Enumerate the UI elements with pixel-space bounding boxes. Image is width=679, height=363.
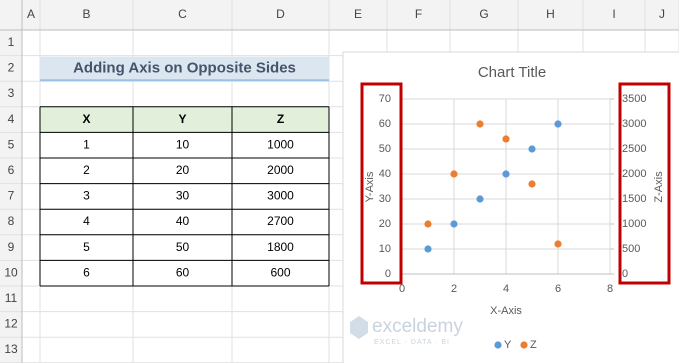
table-cell: 5: [83, 240, 90, 254]
column-header: J: [659, 7, 665, 21]
point: [450, 170, 458, 178]
chart: Chart Title X-Axis Y-Axis Z-Axis 0102030…: [342, 51, 679, 363]
point: [502, 135, 510, 143]
column-header: G: [479, 7, 488, 21]
row-header: 7: [8, 189, 15, 203]
row-header: 11: [5, 291, 18, 305]
table-cell: 1000: [267, 137, 294, 151]
row-header-bar: [0, 30, 22, 363]
x-tick-label: 8: [607, 283, 613, 295]
point: [450, 220, 458, 228]
point: [424, 245, 432, 253]
row-header: 2: [8, 61, 15, 75]
point: [554, 120, 562, 128]
row-header: 8: [8, 214, 15, 228]
table-cell: 4: [83, 214, 90, 228]
point: [528, 145, 536, 153]
x-axis-title: X-Axis: [490, 305, 522, 317]
highlight-box: [360, 82, 403, 285]
row-header: 9: [8, 240, 15, 254]
y2-tick-label: 3500: [622, 93, 646, 105]
table-cell: 20: [176, 163, 190, 177]
chart-area[interactable]: [342, 51, 679, 363]
watermark-tagline: EXCEL · DATA · BI: [374, 339, 450, 346]
y-tick-label: 10: [379, 243, 391, 255]
column-header: C: [178, 7, 187, 21]
table-cell: 1800: [267, 240, 294, 254]
y-tick-label: 50: [379, 143, 391, 155]
point: [476, 195, 484, 203]
sheet-title: Adding Axis on Opposite Sides: [73, 59, 296, 76]
y2-tick-label: 500: [622, 243, 640, 255]
table-header-cell: X: [82, 112, 90, 126]
table-cell: 2: [83, 163, 90, 177]
row-header: 6: [8, 163, 15, 177]
row-header: 1: [8, 35, 15, 49]
table-cell: 40: [176, 214, 190, 228]
table-header-fill: [40, 106, 329, 133]
x-tick-label: 6: [555, 283, 561, 295]
chart-title: Chart Title: [478, 64, 546, 81]
point: [528, 180, 536, 188]
table-cell: 3: [83, 189, 90, 203]
watermark-logo: [350, 316, 368, 339]
table-cell: 2700: [267, 214, 294, 228]
title-cell: [40, 56, 329, 81]
table-header-cell: Z: [277, 112, 284, 126]
column-header: E: [354, 7, 362, 21]
row-header: 12: [4, 317, 18, 331]
row-header: 10: [4, 265, 18, 279]
column-header: D: [276, 7, 285, 21]
watermark: exceldemy EXCEL · DATA · BI: [350, 316, 463, 346]
column-header: A: [27, 7, 35, 21]
point: [476, 120, 484, 128]
table-cell: 30: [176, 189, 190, 203]
x-tick-label: 0: [399, 283, 405, 295]
legend-marker: [494, 341, 502, 349]
table-cell: 3000: [267, 189, 294, 203]
y2-tick-label: 1500: [622, 193, 646, 205]
y-axis-title: Y-Axis: [364, 171, 376, 202]
legend-label: Y: [504, 339, 512, 351]
row-header: 13: [4, 342, 18, 356]
y2-tick-label: 2000: [622, 168, 646, 180]
column-header: H: [546, 7, 555, 21]
y2-tick-label: 0: [622, 268, 628, 280]
table-cell: 10: [176, 137, 190, 151]
row-header: 4: [8, 112, 15, 126]
row-header: 5: [8, 137, 15, 151]
x-tick-label: 4: [503, 283, 509, 295]
table-cell: 2000: [267, 163, 294, 177]
column-header: F: [415, 7, 422, 21]
table-cell: 6: [83, 265, 90, 279]
table-cell: 60: [176, 265, 190, 279]
table-cell: 50: [176, 240, 190, 254]
watermark-name: exceldemy: [372, 316, 463, 337]
y2-tick-label: 2500: [622, 143, 646, 155]
legend-label: Z: [530, 339, 537, 351]
y-tick-label: 30: [379, 193, 391, 205]
y-tick-label: 40: [379, 168, 391, 180]
row-header: 3: [8, 86, 15, 100]
y-tick-label: 60: [379, 118, 391, 130]
y2-tick-label: 3000: [622, 118, 646, 130]
y2-axis-title: Z-Axis: [653, 171, 665, 203]
column-header-bar: [0, 0, 679, 30]
table-cell: 600: [270, 265, 290, 279]
point: [554, 240, 562, 248]
point: [424, 220, 432, 228]
table-header-cell: Y: [178, 112, 186, 126]
table-cell: 1: [83, 137, 90, 151]
highlight-box: [618, 82, 671, 285]
column-header: I: [612, 7, 615, 21]
y-tick-label: 20: [379, 218, 391, 230]
legend-marker: [520, 341, 528, 349]
column-header: B: [82, 7, 90, 21]
point: [502, 170, 510, 178]
y2-tick-label: 1000: [622, 218, 646, 230]
y-tick-label: 0: [385, 268, 391, 280]
y-tick-label: 70: [379, 93, 391, 105]
x-tick-label: 2: [451, 283, 457, 295]
